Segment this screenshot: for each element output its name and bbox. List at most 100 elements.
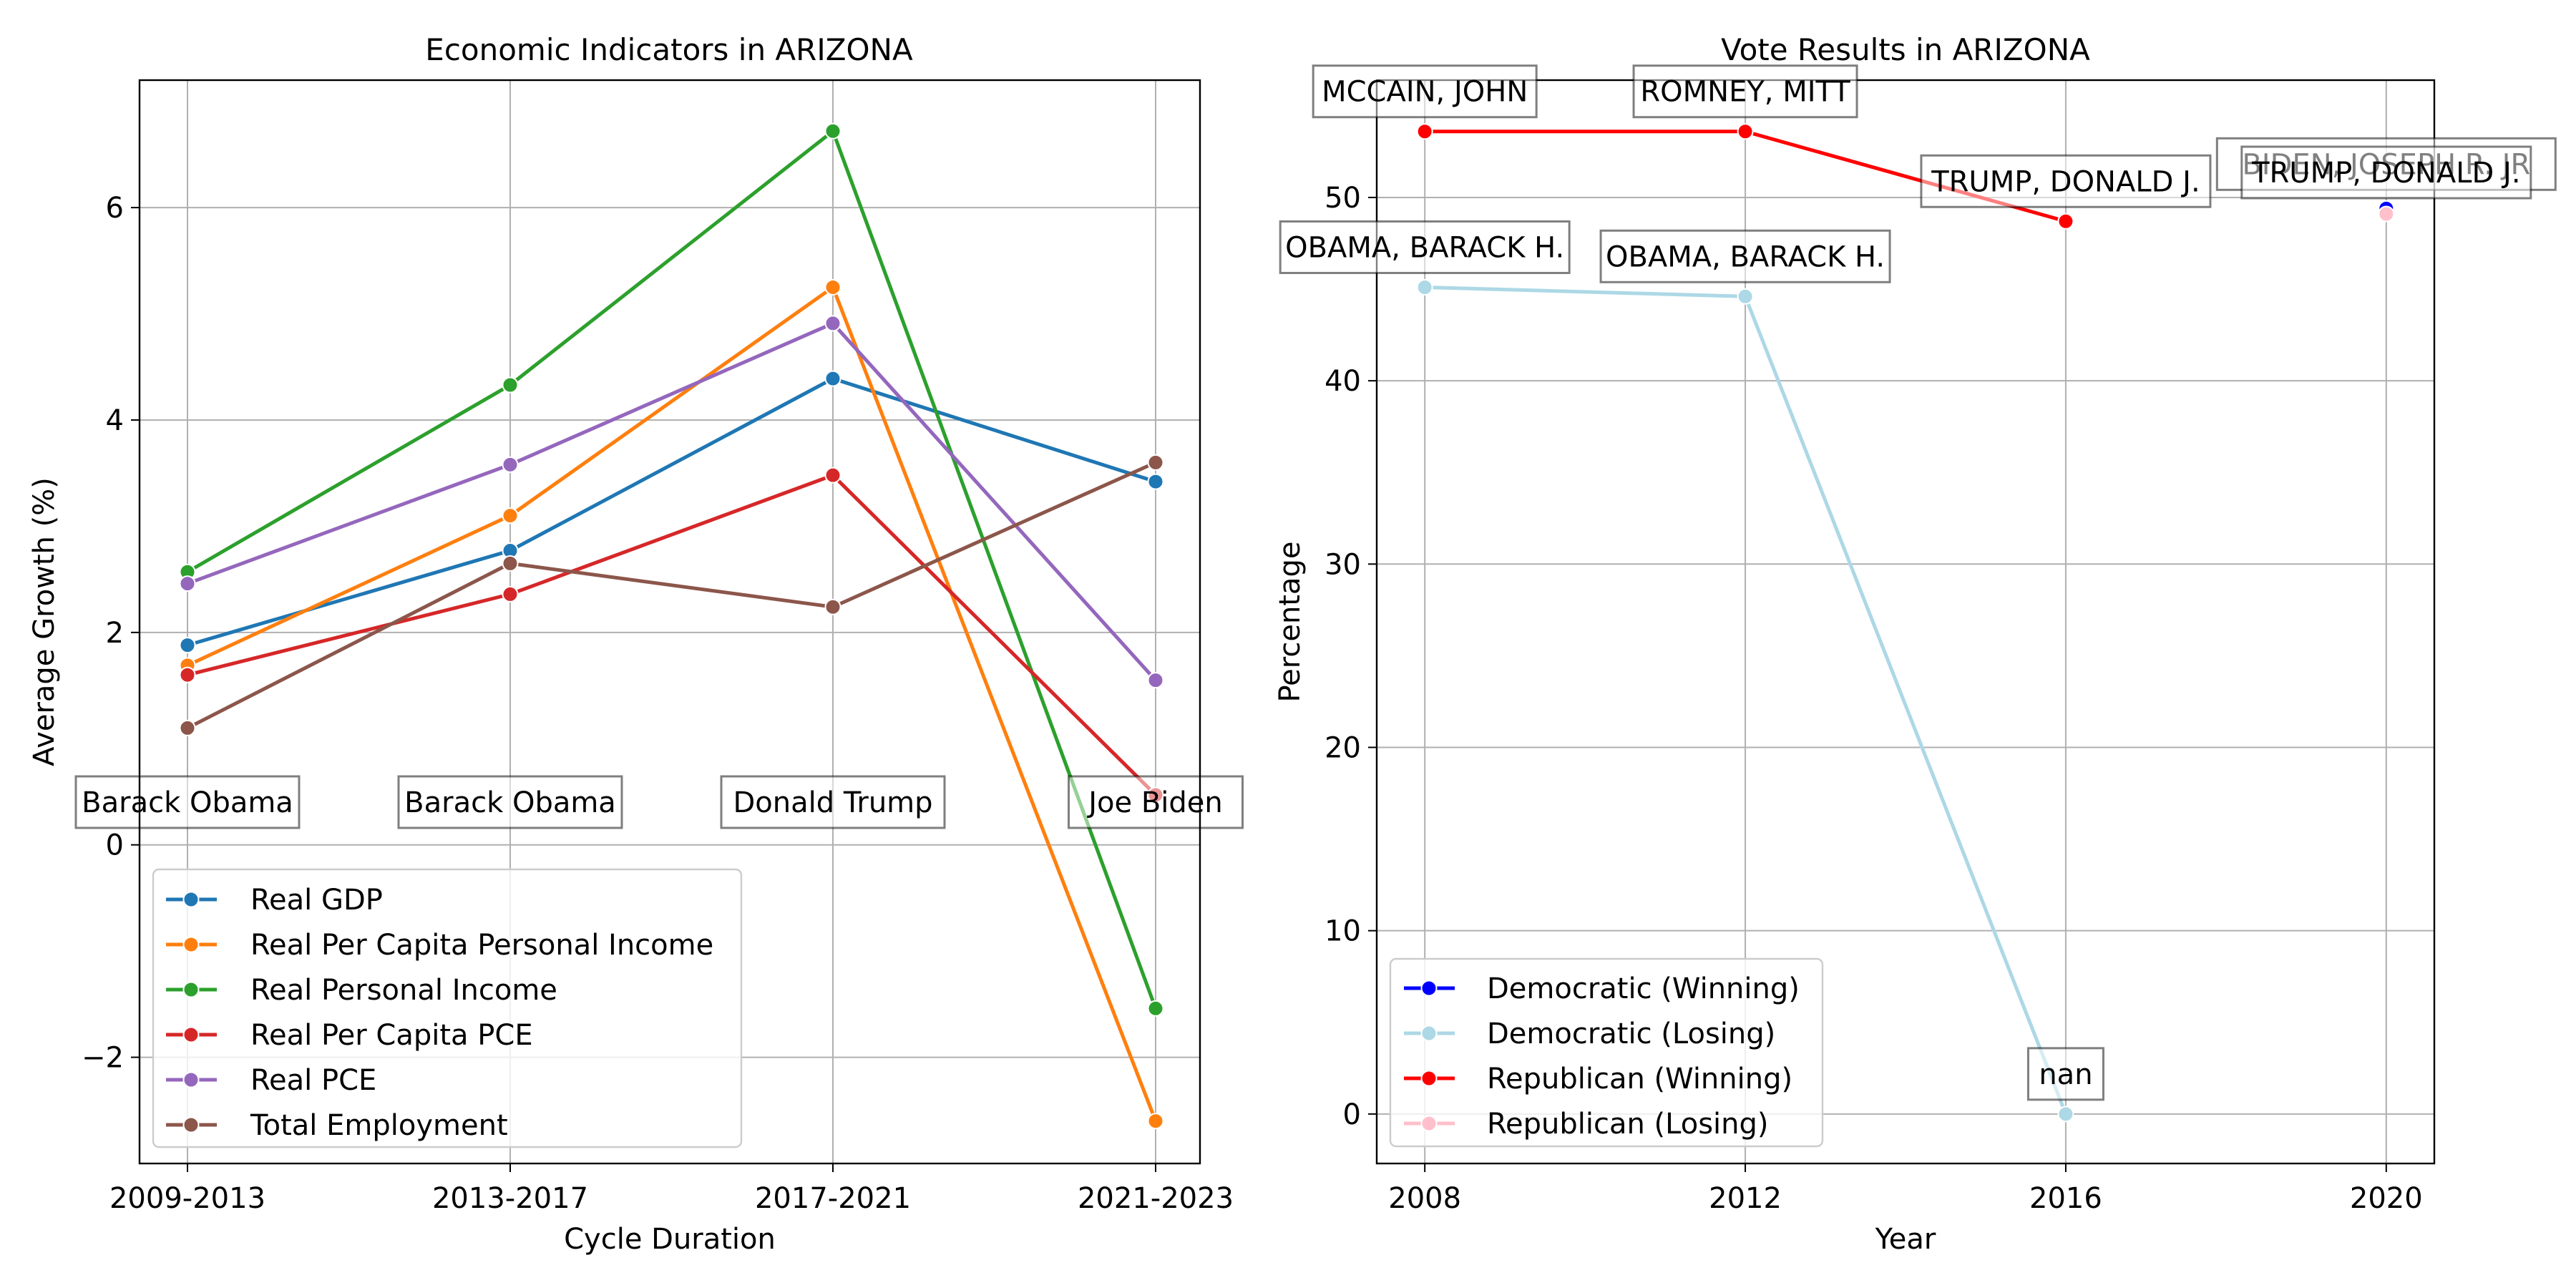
left-chart-title: Economic Indicators in ARIZONA bbox=[425, 32, 913, 67]
x-tick-label: 2012 bbox=[1709, 1182, 1782, 1215]
data-point bbox=[179, 719, 196, 736]
annotation-box bbox=[1068, 775, 1244, 829]
data-point bbox=[502, 585, 519, 602]
x-tick-label: 2021-2023 bbox=[1078, 1182, 1234, 1215]
series-line-1 bbox=[186, 284, 1158, 1122]
x-tick-label: 2020 bbox=[2350, 1182, 2423, 1215]
data-point bbox=[2378, 205, 2395, 223]
legend-swatch-marker bbox=[1420, 1025, 1438, 1042]
series-line-3 bbox=[187, 473, 1157, 796]
legend-swatch-marker bbox=[1420, 980, 1438, 997]
y-tick-label: 40 bbox=[1324, 365, 1361, 398]
annotation-box bbox=[397, 775, 623, 829]
legend-label: Real PCE bbox=[250, 1064, 376, 1097]
right-legend: Democratic (Winning) Democratic (Losing) R… bbox=[1389, 957, 1824, 1148]
data-point bbox=[502, 376, 519, 394]
annotation-box bbox=[720, 775, 946, 829]
y-tick-label: 10 bbox=[1324, 915, 1361, 948]
y-tick-label: 6 bbox=[106, 192, 124, 225]
data-point bbox=[2057, 213, 2074, 230]
x-tick-label: 2016 bbox=[2029, 1182, 2102, 1215]
legend-swatch-marker bbox=[1420, 1070, 1438, 1087]
annotation-label: OBAMA, BARACK H. bbox=[1606, 240, 1885, 273]
annotation-label: Donald Trump bbox=[733, 786, 932, 819]
data-point bbox=[502, 456, 519, 473]
annotation-label: MCCAIN, JOHN bbox=[1322, 76, 1528, 109]
data-point bbox=[824, 370, 841, 387]
right-y-ticks: 0 10 20 30 40 50 bbox=[1324, 182, 1377, 1131]
right-data-points bbox=[1416, 123, 2395, 1123]
annotation-label: Barack Obama bbox=[404, 786, 616, 819]
series-line-4 bbox=[187, 321, 1157, 682]
legend-label: Real Personal Income bbox=[250, 974, 557, 1007]
y-tick-label: 4 bbox=[106, 404, 124, 437]
legend-swatch-marker bbox=[182, 981, 200, 998]
right-x-axis-label: Year bbox=[1875, 1223, 1936, 1256]
right-annotations: MCCAIN, JOHN ROMNEY, MITT TRUMP, DONALD J.… bbox=[1279, 64, 2557, 1101]
legend-label: Republican (Winning) bbox=[1487, 1063, 1792, 1096]
y-tick-label: 2 bbox=[106, 617, 124, 650]
y-tick-label: 30 bbox=[1324, 548, 1361, 581]
data-point bbox=[1416, 123, 1433, 140]
right-legend-box bbox=[1389, 957, 1824, 1148]
data-point bbox=[2057, 1106, 2074, 1123]
series-line-0 bbox=[187, 376, 1156, 648]
right-chart-title: Vote Results in ARIZONA bbox=[1721, 32, 2090, 67]
y-tick-label: −2 bbox=[82, 1042, 124, 1075]
annotation-box bbox=[74, 775, 301, 829]
legend-label: Real Per Capita Personal Income bbox=[250, 929, 713, 962]
data-point bbox=[502, 507, 519, 525]
left-annotations: Barack Obama Barack Obama Donald Trump Joe … bbox=[74, 775, 1244, 829]
legend-label: Republican (Losing) bbox=[1487, 1108, 1769, 1141]
data-point bbox=[179, 575, 196, 592]
legend-swatch-marker bbox=[182, 891, 200, 908]
data-point bbox=[1147, 1000, 1164, 1017]
data-point bbox=[179, 637, 196, 654]
series-line-2 bbox=[186, 128, 1158, 1010]
legend-label: Democratic (Losing) bbox=[1487, 1018, 1775, 1050]
legend-swatch-marker bbox=[182, 936, 200, 953]
left-legend: Real GDP Real Per Capita Personal Income R… bbox=[152, 868, 743, 1148]
annotation-box bbox=[1312, 64, 1538, 119]
annotation-box bbox=[2240, 145, 2532, 200]
annotation-label: TRUMP, DONALD J. bbox=[1931, 165, 2200, 198]
series-line-5 bbox=[186, 461, 1157, 730]
data-point bbox=[1147, 1113, 1164, 1130]
data-point bbox=[824, 598, 841, 615]
annotation-label: Joe Biden bbox=[1086, 786, 1223, 819]
right-y-axis-label: Percentage bbox=[1274, 541, 1307, 702]
annotation-box bbox=[1279, 220, 1571, 274]
left-y-ticks: −2 0 2 4 6 bbox=[82, 192, 140, 1075]
y-tick-label: 20 bbox=[1324, 731, 1361, 764]
x-tick-label: 2017-2021 bbox=[755, 1182, 911, 1215]
data-point bbox=[1416, 278, 1433, 296]
data-point bbox=[824, 122, 841, 140]
data-point bbox=[502, 555, 519, 572]
annotation-label: TRUMP, DONALD J. bbox=[2251, 157, 2520, 190]
data-point bbox=[824, 315, 841, 332]
vote-results-chart: Vote Results in ARIZONA MCCAIN, JOHN ROMN… bbox=[1274, 32, 2557, 1256]
data-point bbox=[824, 467, 841, 484]
left-plot-frame bbox=[138, 79, 1201, 1165]
x-tick-label: 2008 bbox=[1388, 1182, 1461, 1215]
legend-label: Total Employment bbox=[250, 1109, 508, 1142]
left-y-axis-label: Average Growth (%) bbox=[28, 477, 61, 766]
legend-swatch-marker bbox=[182, 1071, 200, 1088]
data-point bbox=[1147, 473, 1164, 490]
legend-swatch-marker bbox=[1420, 1115, 1438, 1132]
economic-indicators-chart: Economic Indicators in ARIZONA Barack Ob… bbox=[28, 32, 1244, 1256]
legend-swatch-marker bbox=[182, 1116, 200, 1133]
left-series-lines bbox=[186, 128, 1158, 1122]
x-tick-label: 2009-2013 bbox=[109, 1182, 265, 1215]
left-x-ticks: 2009-2013 2013-2017 2017-2021 2021-2023 bbox=[109, 1163, 1234, 1215]
legend-swatch-marker bbox=[182, 1026, 200, 1043]
left-x-axis-label: Cycle Duration bbox=[564, 1223, 776, 1256]
annotation-label: Barack Obama bbox=[82, 786, 293, 819]
annotation-label: nan bbox=[2039, 1058, 2092, 1091]
data-point bbox=[1147, 672, 1164, 689]
data-point bbox=[179, 666, 196, 683]
annotation-label: ROMNEY, MITT bbox=[1640, 76, 1850, 109]
annotation-label: OBAMA, BARACK H. bbox=[1285, 231, 1564, 264]
left-legend-box bbox=[152, 868, 743, 1148]
